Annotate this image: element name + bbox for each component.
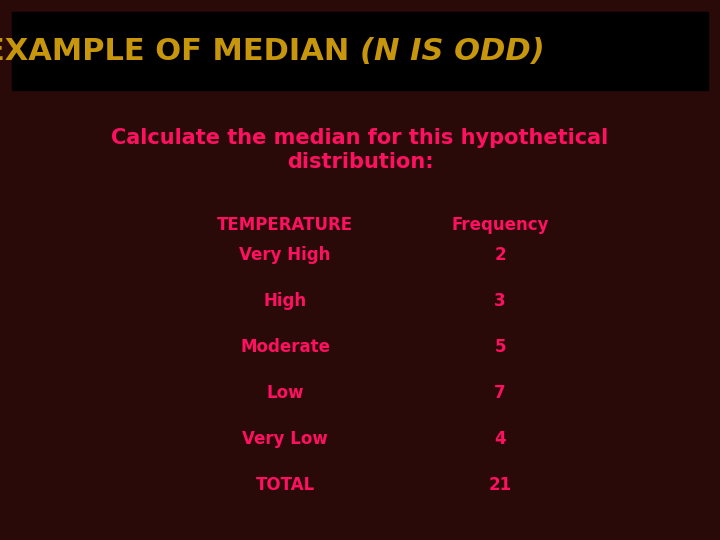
Text: High: High	[264, 292, 307, 310]
Text: 2: 2	[494, 246, 506, 264]
Text: Very High: Very High	[239, 246, 330, 264]
Text: EXAMPLE OF MEDIAN: EXAMPLE OF MEDIAN	[0, 37, 360, 65]
Text: 4: 4	[494, 430, 506, 448]
Text: Frequency: Frequency	[451, 216, 549, 234]
Text: (N IS ODD): (N IS ODD)	[360, 37, 545, 65]
Text: 21: 21	[488, 476, 512, 494]
Text: Very Low: Very Low	[242, 430, 328, 448]
Text: Moderate: Moderate	[240, 338, 330, 356]
Text: 5: 5	[494, 338, 505, 356]
Bar	[12, 12, 708, 90]
Text: TEMPERATURE: TEMPERATURE	[217, 216, 353, 234]
Text: 7: 7	[494, 384, 506, 402]
Text: Low: Low	[266, 384, 304, 402]
Text: Calculate the median for this hypothetical
distribution:: Calculate the median for this hypothetic…	[112, 129, 608, 172]
Text: TOTAL: TOTAL	[256, 476, 315, 494]
Text: 3: 3	[494, 292, 506, 310]
